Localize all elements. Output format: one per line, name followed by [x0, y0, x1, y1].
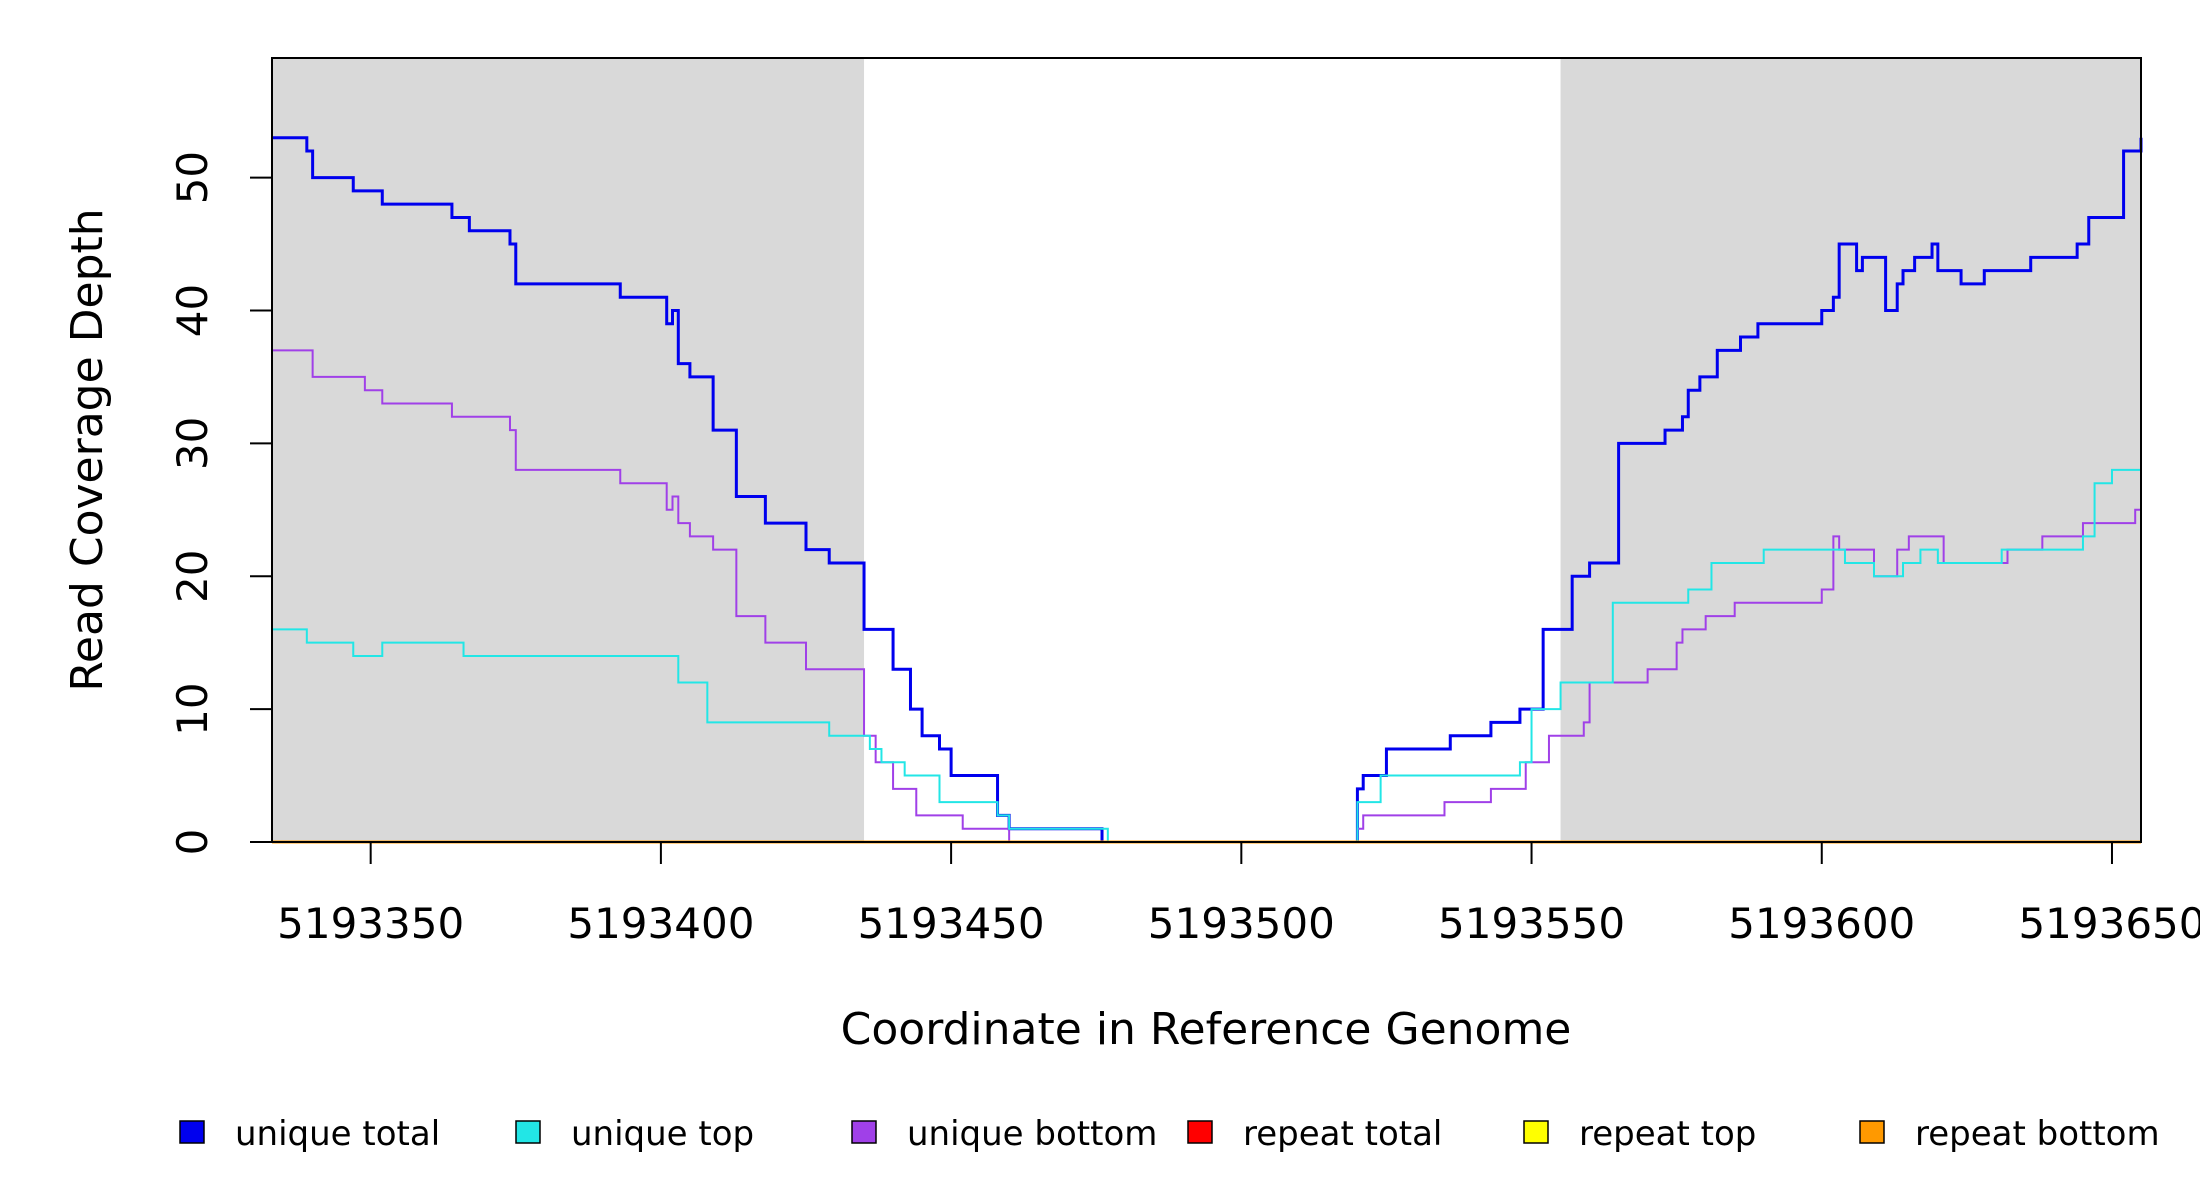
legend-swatch-unique-bottom — [851, 1120, 877, 1144]
y-tick-label: 10 — [168, 682, 217, 735]
y-axis: 0 10 20 30 40 50 — [168, 151, 272, 856]
shaded-region-1 — [272, 58, 865, 842]
legend-label-repeat-bottom: repeat bottom — [1915, 1114, 2160, 1154]
y-tick-label: 40 — [168, 284, 217, 337]
plot-frame — [271, 57, 2142, 843]
legend-label-unique-top: unique top — [571, 1114, 754, 1154]
legend-swatch-repeat-bottom — [1859, 1120, 1885, 1144]
x-tick-label: 5193500 — [1148, 899, 1335, 948]
legend-swatch-repeat-total — [1187, 1120, 1213, 1144]
y-tick-label: 0 — [168, 829, 217, 856]
y-tick-label: 20 — [168, 550, 217, 603]
shaded-regions — [272, 58, 2141, 842]
x-tick-label: 5193400 — [567, 899, 754, 948]
series-line-unique-bottom — [272, 349, 2142, 843]
legend-swatch-unique-top — [515, 1120, 541, 1144]
x-axis-label: Coordinate in Reference Genome — [841, 1004, 1572, 1055]
legend-label-unique-total: unique total — [235, 1114, 440, 1154]
y-axis-label: Read Coverage Depth — [62, 208, 113, 691]
y-tick-label: 30 — [168, 417, 217, 470]
x-tick-label: 5193450 — [858, 899, 1045, 948]
x-tick-label: 5193600 — [1728, 899, 1915, 948]
x-tick-label: 5193550 — [1438, 899, 1625, 948]
x-tick-label: 5193350 — [277, 899, 464, 948]
shaded-region-2 — [1560, 58, 2141, 842]
series-line-unique-top — [272, 468, 2141, 843]
legend-label-repeat-top: repeat top — [1579, 1114, 1756, 1154]
legend-swatch-unique-total — [179, 1120, 205, 1144]
legend-swatch-repeat-top — [1523, 1120, 1549, 1144]
legend: unique total unique top unique bottom repea… — [179, 1114, 2160, 1154]
legend-label-repeat-total: repeat total — [1243, 1114, 1442, 1154]
x-axis: 5193350 5193400 5193450 5193500 5193550 51936… — [277, 842, 2200, 948]
y-tick-label: 50 — [168, 151, 217, 204]
series-line-unique-total — [272, 136, 2143, 844]
legend-label-unique-bottom: unique bottom — [907, 1114, 1157, 1154]
x-tick-label: 5193650 — [2018, 899, 2200, 948]
